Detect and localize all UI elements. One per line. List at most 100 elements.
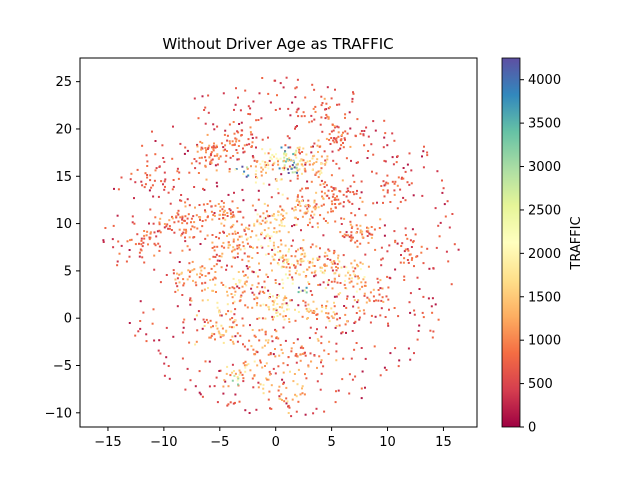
data-point-887: [316, 158, 319, 161]
data-point-751: [207, 146, 210, 149]
data-point-1270: [298, 202, 301, 205]
data-point-1512: [360, 281, 363, 284]
data-point-1687: [332, 316, 335, 319]
data-point-382: [242, 380, 245, 383]
data-point-521: [391, 132, 394, 135]
data-point-609: [427, 297, 430, 300]
data-point-452: [252, 156, 255, 159]
data-point-1906: [297, 400, 300, 403]
data-point-1475: [294, 272, 297, 275]
data-point-622: [152, 195, 155, 198]
data-point-280: [174, 290, 177, 293]
data-point-680: [384, 132, 387, 135]
colorbar-tick-label-6: 3000: [528, 160, 561, 175]
data-point-1851: [299, 353, 302, 356]
data-point-572: [232, 155, 235, 157]
data-point-262: [319, 388, 322, 391]
data-point-1969: [404, 234, 407, 237]
data-point-1781: [231, 340, 234, 343]
data-point-953: [335, 141, 338, 144]
data-point-2120: [242, 173, 245, 175]
data-point-1812: [258, 329, 261, 332]
data-point-563: [220, 314, 223, 317]
data-point-612: [267, 92, 270, 95]
data-point-535: [282, 381, 285, 384]
data-point-227: [364, 357, 367, 360]
data-point-397: [323, 186, 326, 188]
data-point-675: [242, 216, 245, 219]
data-point-1424: [272, 258, 275, 261]
data-point-1507: [333, 250, 336, 253]
data-point-1422: [267, 245, 270, 248]
data-point-1528: [356, 263, 359, 266]
data-point-362: [422, 150, 425, 153]
data-point-2131: [236, 379, 239, 382]
data-point-1526: [352, 270, 355, 273]
data-point-1822: [282, 362, 285, 365]
data-point-1562: [213, 265, 216, 268]
data-point-1994: [380, 299, 383, 302]
data-point-644: [253, 298, 256, 301]
data-point-1049: [226, 215, 229, 217]
data-point-1829: [320, 359, 323, 362]
data-point-67: [336, 318, 339, 321]
data-point-331: [184, 388, 187, 391]
data-point-134: [351, 100, 354, 103]
data-point-1832: [300, 345, 303, 348]
data-point-299: [296, 108, 299, 111]
data-point-1992: [353, 299, 356, 302]
data-point-1685: [277, 294, 280, 297]
data-point-725: [184, 146, 187, 149]
data-point-433: [394, 268, 397, 271]
data-point-152: [154, 140, 157, 142]
data-point-594: [215, 181, 218, 184]
colorbar-tick-label-5: 2500: [528, 203, 561, 218]
data-point-509: [376, 201, 378, 204]
data-point-965: [319, 123, 322, 126]
data-point-222: [287, 405, 289, 408]
data-point-1763: [209, 336, 212, 339]
data-point-1501: [344, 280, 346, 282]
data-point-2027: [164, 178, 167, 181]
data-point-1591: [245, 284, 248, 287]
data-point-431: [222, 92, 225, 95]
data-point-1276: [361, 200, 364, 203]
data-point-1613: [241, 285, 244, 288]
data-point-246: [313, 142, 316, 145]
data-point-783: [248, 143, 251, 146]
data-point-1797: [280, 348, 283, 351]
data-point-181: [252, 386, 255, 389]
data-point-54: [198, 370, 201, 373]
data-point-336: [251, 155, 254, 158]
data-point-913: [310, 145, 313, 148]
data-point-1041: [228, 208, 231, 210]
data-point-1330: [341, 235, 344, 238]
data-point-1577: [198, 276, 201, 279]
data-point-177: [329, 258, 332, 261]
data-point-1866: [264, 365, 266, 367]
data-point-997: [184, 215, 187, 218]
data-point-333: [288, 137, 291, 140]
data-point-78: [305, 377, 308, 380]
data-point-989: [173, 231, 176, 234]
data-point-254: [369, 321, 372, 324]
data-point-1142: [280, 219, 283, 222]
data-point-59: [434, 207, 437, 210]
data-point-1815: [242, 343, 244, 346]
data-point-1519: [337, 293, 340, 296]
data-point-662: [297, 107, 300, 110]
data-point-792: [235, 138, 238, 141]
data-point-667: [232, 240, 235, 243]
data-point-788: [250, 133, 253, 136]
data-point-892: [283, 159, 286, 162]
data-point-1554: [182, 284, 185, 287]
data-point-872: [311, 163, 314, 166]
data-point-1286: [341, 179, 344, 182]
data-point-1335: [361, 233, 364, 236]
data-point-275: [342, 205, 345, 208]
data-point-1415: [282, 255, 285, 258]
data-point-2060: [149, 232, 152, 235]
data-point-1076: [238, 246, 240, 249]
data-point-964: [340, 144, 343, 147]
data-point-1144: [246, 237, 249, 240]
